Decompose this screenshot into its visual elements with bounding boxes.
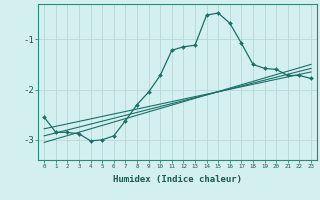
X-axis label: Humidex (Indice chaleur): Humidex (Indice chaleur) bbox=[113, 175, 242, 184]
